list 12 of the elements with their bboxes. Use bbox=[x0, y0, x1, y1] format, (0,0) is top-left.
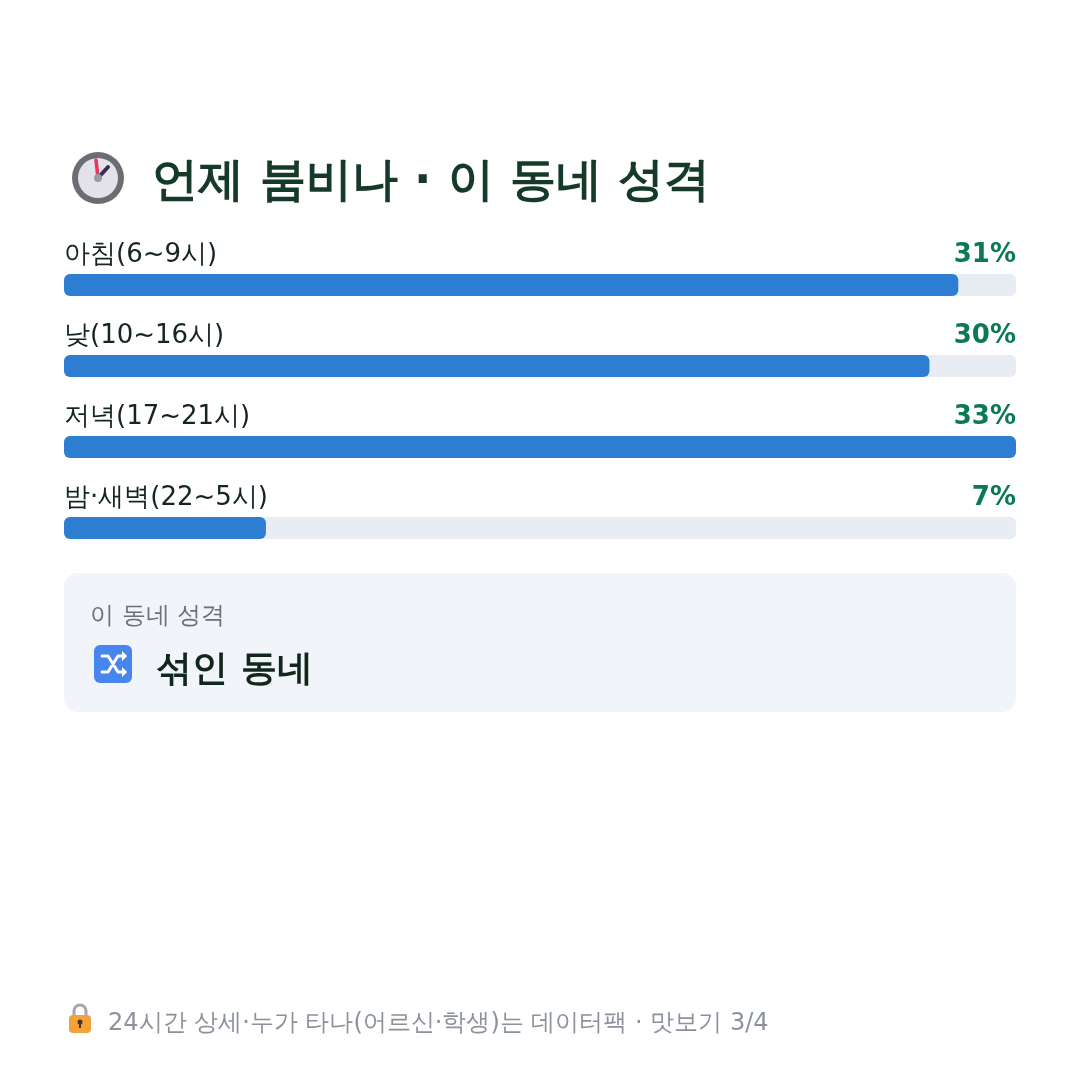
data-label: 30% bbox=[953, 319, 1016, 349]
data-label: 7% bbox=[971, 481, 1016, 511]
y-tick-label: 낮(10~16시) bbox=[64, 319, 225, 349]
y-tick-label: 아침(6~9시) bbox=[64, 238, 218, 268]
data-label: 33% bbox=[953, 400, 1016, 430]
data-label: 31% bbox=[953, 238, 1016, 268]
y-tick-label: 저녁(17~21시) bbox=[64, 400, 251, 430]
y-tick-label: 밤·새벽(22~5시) bbox=[64, 481, 268, 511]
text: 이 동네 성격 bbox=[90, 601, 226, 629]
chart-title: 언제 붐비나 · 이 동네 성격 bbox=[152, 152, 710, 206]
text: 24시간 상세·누가 타나(어르신·학생)는 데이터팩 · 맛보기 3/4 bbox=[108, 1008, 769, 1036]
text: 섞인 동네 bbox=[156, 647, 313, 688]
